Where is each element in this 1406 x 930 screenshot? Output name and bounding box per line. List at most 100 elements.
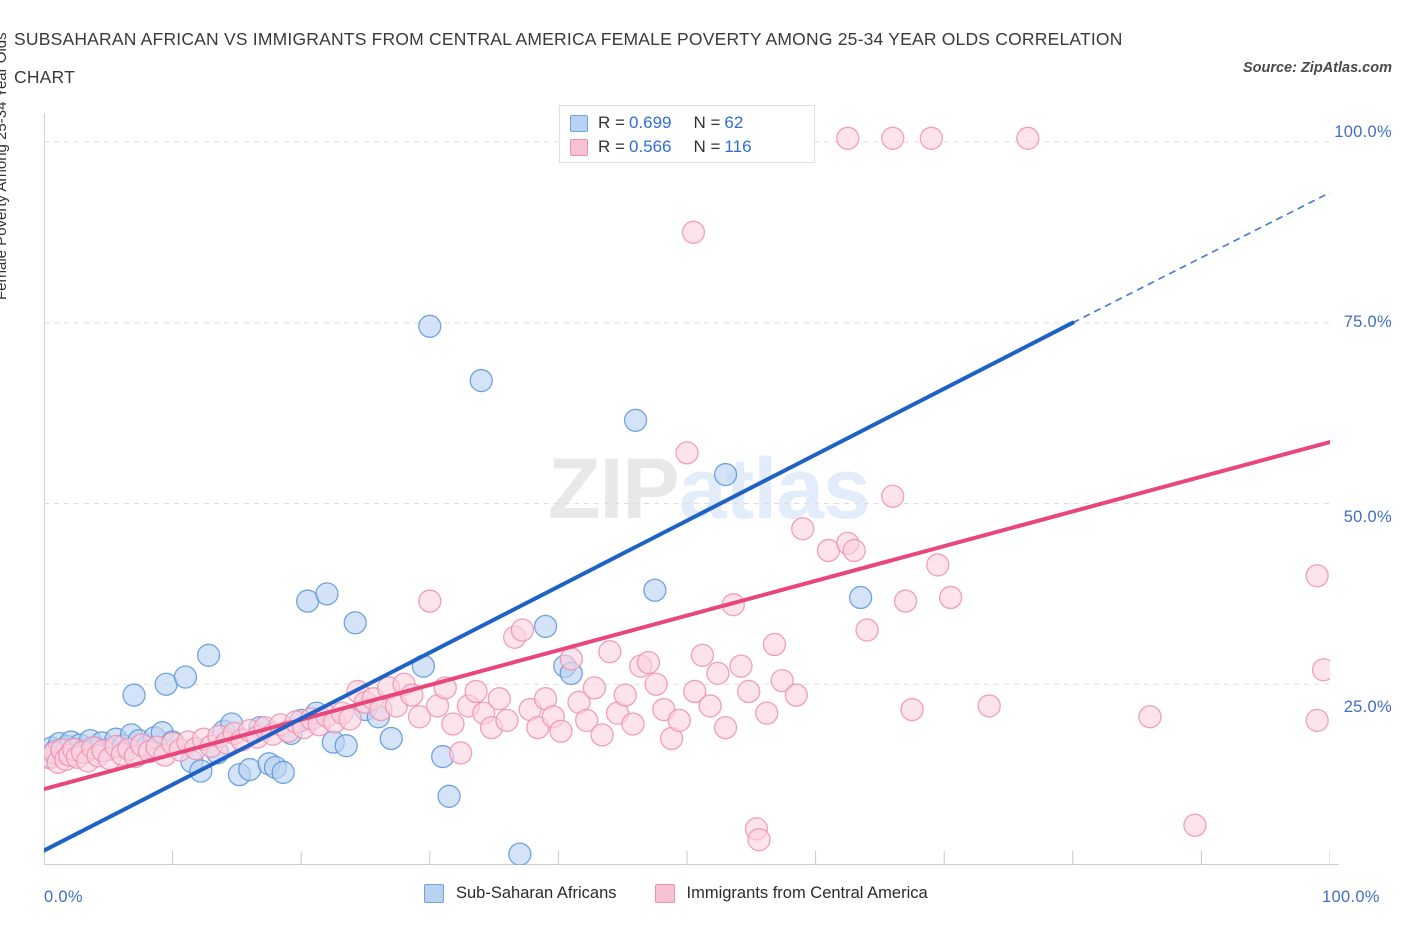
data-point: [379, 726, 403, 751]
data-point: [919, 126, 943, 150]
data-point: [495, 708, 519, 733]
data-point: [698, 694, 722, 718]
data-point: [784, 683, 808, 707]
data-point: [464, 679, 488, 704]
stat-r-label-blue: R =: [598, 113, 625, 132]
data-point: [437, 784, 461, 808]
data-point: [549, 719, 573, 743]
data-point: [196, 643, 221, 667]
trendline-blue: [44, 320, 1075, 853]
series-points-pink: [44, 126, 1330, 852]
trendline-pink: [44, 440, 1330, 792]
data-point: [1305, 708, 1329, 733]
trendline-blue-projected: [1072, 191, 1330, 324]
data-point: [559, 647, 583, 671]
data-point: [1138, 705, 1162, 729]
data-point: [533, 614, 558, 639]
data-point: [737, 679, 761, 704]
x-tick-label-max: 100.0%: [1322, 888, 1380, 906]
data-point: [510, 618, 535, 642]
data-point: [855, 618, 879, 642]
data-point: [713, 462, 738, 487]
correlation-stats-box: R = 0.699 N = 62 R = 0.566 N = 116: [559, 105, 815, 163]
data-point: [706, 661, 730, 686]
data-point: [729, 654, 753, 678]
page-title-line1: SUBSAHARAN AFRICAN VS IMMIGRANTS FROM CE…: [14, 29, 1123, 49]
y-axis-label: Female Poverty Among 25-34 Year Olds: [0, 32, 10, 300]
data-point: [770, 668, 794, 693]
data-point: [690, 643, 715, 667]
data-point: [173, 665, 198, 689]
data-point: [315, 582, 339, 606]
data-point: [842, 538, 866, 563]
stat-r-value-blue: 0.699: [628, 113, 672, 132]
data-point: [590, 723, 614, 747]
data-point: [926, 553, 950, 577]
data-point: [575, 708, 599, 733]
data-point: [621, 712, 645, 736]
data-point: [407, 705, 432, 729]
legend-label-blue: Sub-Saharan Africans: [456, 884, 617, 902]
stat-row-pink: R = 0.566 N = 116: [570, 135, 804, 159]
data-point: [1183, 813, 1207, 837]
y-tick-label-100: 100.0%: [1334, 123, 1392, 141]
stat-n-value-blue: 62: [724, 113, 744, 132]
series-swatch-blue-icon: [570, 114, 588, 132]
data-point: [643, 578, 667, 602]
data-point: [623, 408, 648, 432]
data-point: [893, 589, 918, 613]
data-point: [1016, 126, 1040, 150]
data-point: [338, 707, 362, 731]
data-point: [683, 679, 707, 704]
data-point: [1305, 564, 1329, 588]
data-point: [755, 701, 779, 725]
stat-n-value-pink: 116: [724, 137, 752, 156]
stat-n-label-blue: N =: [693, 113, 721, 132]
y-tick-label-75: 75.0%: [1343, 313, 1392, 331]
source-attribution: Source: ZipAtlas.com: [1242, 60, 1392, 76]
data-point: [469, 368, 493, 393]
data-point: [675, 441, 699, 465]
data-point: [881, 126, 905, 150]
legend-swatch-pink-icon: [654, 884, 675, 903]
data-point: [271, 760, 295, 785]
stat-r-value-pink: 0.566: [628, 137, 672, 156]
data-point: [122, 683, 146, 707]
data-point: [334, 734, 358, 758]
page-title-line2: CHART: [14, 67, 75, 87]
series-swatch-pink-icon: [570, 138, 588, 156]
data-point: [441, 712, 465, 736]
data-point: [747, 828, 771, 852]
chart-legend: Sub-Saharan Africans Immigrants from Cen…: [424, 884, 928, 903]
data-point: [449, 741, 473, 765]
data-point: [418, 589, 442, 613]
scatter-plot: [44, 126, 1330, 865]
data-point: [713, 715, 738, 740]
data-point: [1311, 658, 1330, 682]
stat-n-label-pink: N =: [693, 137, 721, 156]
data-point: [508, 842, 532, 865]
data-point: [681, 220, 706, 244]
data-point: [900, 697, 924, 722]
legend-label-pink: Immigrants from Central America: [686, 884, 928, 902]
legend-swatch-blue-icon: [424, 884, 444, 903]
data-point: [762, 632, 787, 657]
y-axis-line: [44, 113, 45, 865]
data-point: [487, 687, 511, 711]
data-point: [598, 640, 622, 664]
data-point: [848, 585, 873, 610]
x-axis-line: [44, 864, 1339, 865]
y-tick-label-25: 25.0%: [1343, 698, 1392, 716]
data-point: [938, 585, 963, 610]
y-tick-label-50: 50.0%: [1343, 508, 1392, 526]
data-point: [343, 611, 367, 635]
x-tick-label-min: 0.0%: [44, 888, 83, 906]
data-point: [636, 650, 661, 675]
data-point: [667, 708, 691, 733]
data-point: [881, 484, 905, 508]
data-point: [836, 126, 860, 150]
stat-r-label-pink: R =: [598, 137, 625, 156]
data-point: [613, 683, 637, 707]
data-point: [238, 757, 262, 782]
